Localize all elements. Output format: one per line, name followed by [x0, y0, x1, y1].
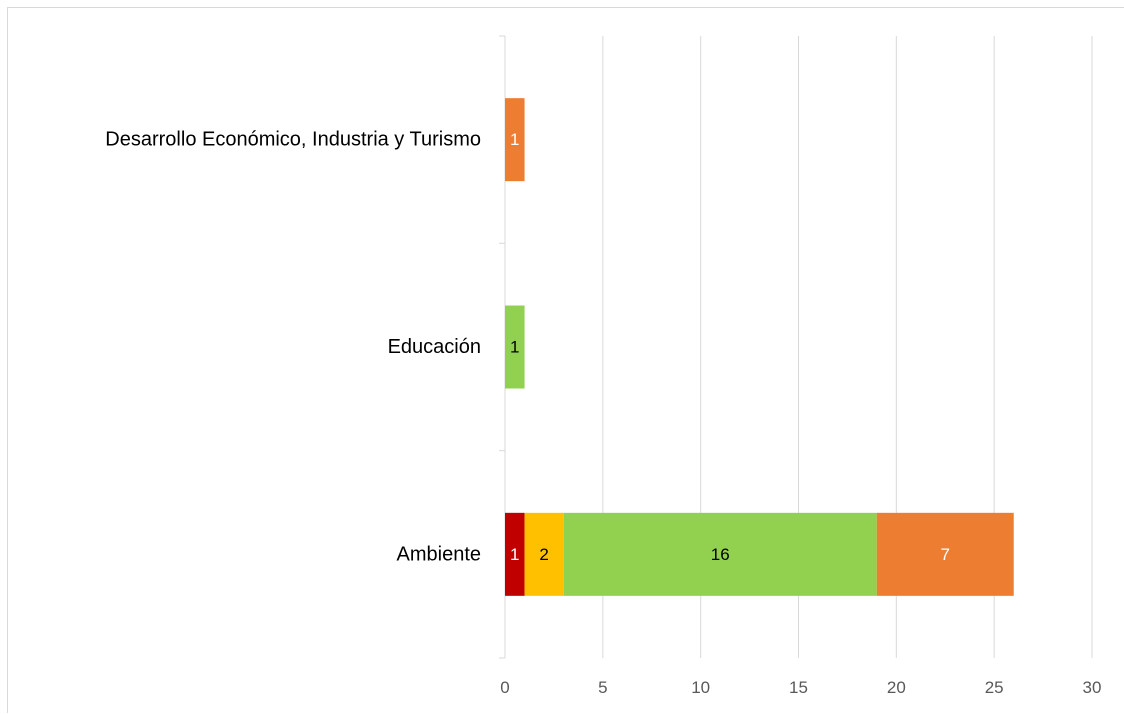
data-label: 1: [510, 338, 519, 357]
bar-segment: [505, 512, 525, 596]
bar-series: [505, 98, 1014, 596]
category-axis: [499, 35, 506, 659]
x-tick-label-25: 25: [985, 678, 1004, 697]
category-label: Ambiente: [397, 543, 482, 565]
x-tick-label-20: 20: [887, 678, 906, 697]
category-label: Educación: [388, 336, 481, 358]
x-tick-label-5: 5: [598, 678, 607, 697]
x-tick-label-30: 30: [1083, 678, 1102, 697]
x-tick-label-10: 10: [691, 678, 710, 697]
x-tick-label-0: 0: [500, 678, 509, 697]
value-axis-ticks: 0 5 10 15 20 25 30: [500, 678, 1101, 697]
data-labels: 1 2 16 7 1 1: [510, 130, 950, 564]
stacked-bar-chart: 1 2 16 7 1 1 0 5 10 15 20 25 30 Ambiente Educación De…: [105, 35, 1101, 697]
data-label: 16: [711, 545, 730, 564]
bar-segment: [505, 98, 525, 182]
category-labels: Ambiente Educación Desarrollo Económico, I…: [105, 129, 481, 566]
bar-segment: [563, 512, 877, 596]
data-label: 1: [510, 545, 519, 564]
category-label: Desarrollo Económico, Industria y Turism…: [105, 129, 481, 151]
bar-segment: [524, 512, 564, 596]
data-label: 7: [941, 545, 950, 564]
bar-segment: [876, 512, 1014, 596]
bar-segment: [505, 305, 525, 389]
chart-area: 1 2 16 7 1 1 0 5 10 15 20 25 30 Ambiente Educación De…: [7, 7, 1124, 713]
x-tick-label-15: 15: [789, 678, 808, 697]
data-label: 1: [510, 130, 519, 149]
data-label: 2: [539, 545, 548, 564]
